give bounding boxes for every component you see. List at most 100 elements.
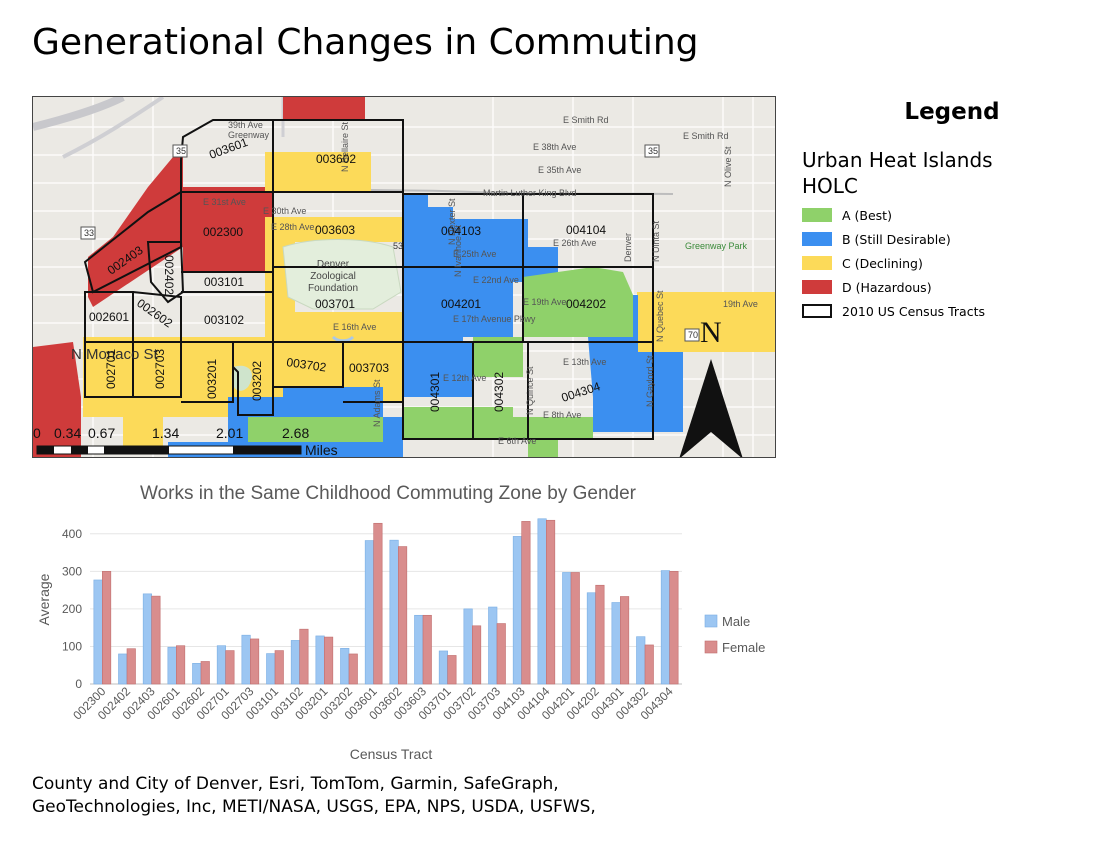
bar-female xyxy=(126,648,136,685)
street-label: N Gaylord St xyxy=(645,355,655,407)
tract-label: 002300 xyxy=(203,225,243,239)
tract-label: 004202 xyxy=(566,297,606,311)
svg-text:53: 53 xyxy=(393,241,403,251)
x-axis-title: Census Tract xyxy=(350,746,433,762)
bar-male xyxy=(266,653,276,685)
street-label: N Ivanhoe St xyxy=(453,224,463,277)
street-label: E 25th Ave xyxy=(453,249,496,259)
bar-female xyxy=(422,614,432,685)
source-line: GeoTechnologies, Inc, METI/NASA, USGS, E… xyxy=(32,797,596,817)
legend-label: B (Still Desirable) xyxy=(842,231,951,247)
svg-text:0: 0 xyxy=(33,425,41,441)
street-label: Greenway Park xyxy=(685,241,748,251)
svg-text:2.01: 2.01 xyxy=(216,425,243,441)
street-label: E 13th Ave xyxy=(563,357,606,367)
highway-shield-icon: 33 xyxy=(80,226,96,240)
zoo-label: Denver Zoological Foundation xyxy=(308,259,358,294)
street-label: E 22nd Ave xyxy=(473,275,519,285)
bar-female xyxy=(250,638,260,685)
swatch-outline xyxy=(802,304,832,318)
y-tick-label: 0 xyxy=(75,677,82,691)
legend-series-label: Male xyxy=(722,614,750,629)
bar-male xyxy=(340,648,350,685)
legend-label: A (Best) xyxy=(842,207,892,223)
y-tick-label: 400 xyxy=(62,527,82,541)
street-label: E 12th Ave xyxy=(443,373,486,383)
tract-label: 003102 xyxy=(204,313,244,327)
bar-female xyxy=(299,628,309,685)
bar-male xyxy=(537,518,547,685)
bar-male xyxy=(660,570,670,685)
svg-text:0.34: 0.34 xyxy=(54,425,81,441)
svg-text:Zoological: Zoological xyxy=(310,271,356,282)
tract-label: 004103 xyxy=(441,224,481,238)
bar-male xyxy=(216,645,226,685)
tract-label: 003702 xyxy=(286,355,328,374)
svg-text:N: N xyxy=(700,316,722,349)
street-label: N Quince St xyxy=(525,366,535,415)
tract-label: 003703 xyxy=(349,361,389,375)
bar-female xyxy=(447,655,457,685)
street-label: E 35th Ave xyxy=(538,165,581,175)
street-label: E 17th Avenue Pkwy xyxy=(453,314,536,324)
svg-text:Miles: Miles xyxy=(305,442,338,458)
bar-male xyxy=(364,540,374,685)
bar-male xyxy=(488,606,498,685)
bar-male xyxy=(118,653,128,685)
street-label: E 8th Ave xyxy=(543,410,581,420)
bar-female xyxy=(102,571,112,685)
street-label: E Smith Rd xyxy=(683,131,729,141)
scale-bar: 0 0.34 0.67 1.34 2.01 2.68 Miles xyxy=(33,425,338,458)
legend-group-uhi: Urban Heat Islands xyxy=(802,148,993,172)
bar-male xyxy=(142,593,152,685)
bar-male xyxy=(414,614,424,685)
y-tick-label: 200 xyxy=(62,602,82,616)
svg-text:70: 70 xyxy=(688,330,698,340)
bar-female xyxy=(669,571,679,685)
svg-text:Denver: Denver xyxy=(317,259,350,270)
y-tick-label: 300 xyxy=(62,564,82,578)
bar-chart: Works in the Same Childhood Commuting Zo… xyxy=(30,475,780,770)
tract-label: 003603 xyxy=(315,223,355,237)
legend-label: D (Hazardous) xyxy=(842,279,932,295)
legend-item-tracts: 2010 US Census Tracts xyxy=(802,299,1092,323)
street-label: E Smith Rd xyxy=(563,115,609,125)
source-credits: County and City of Denver, Esri, TomTom,… xyxy=(32,773,596,819)
bar-female xyxy=(151,595,161,685)
street-label: E 16th Ave xyxy=(333,322,376,332)
bar-male xyxy=(586,592,596,685)
street-label: N Adams St xyxy=(372,379,382,427)
map-frame[interactable]: 39th Ave Greenway E Smith Rd E Smith Rd … xyxy=(32,96,776,458)
y-axis-title: Average xyxy=(36,573,52,625)
tract-label: 002402 xyxy=(162,255,176,295)
street-label: N Bellaire St xyxy=(340,121,350,172)
tract-label: 003202 xyxy=(250,361,264,401)
y-tick-label: 100 xyxy=(62,639,82,653)
bar-female xyxy=(200,661,210,685)
street-label: Martin Luther King Blvd xyxy=(483,188,577,198)
tract-label: 002703 xyxy=(153,349,167,389)
swatch-yellow xyxy=(802,256,832,270)
legend-title: Legend xyxy=(904,99,1000,125)
street-label: Greenway xyxy=(228,130,270,140)
bar-male xyxy=(167,646,177,685)
legend-label: 2010 US Census Tracts xyxy=(842,303,985,319)
bar-female xyxy=(472,625,482,685)
svg-text:1.34: 1.34 xyxy=(152,425,179,441)
bar-male xyxy=(241,634,251,685)
map-legend: Legend Urban Heat Islands HOLC A (Best) … xyxy=(802,96,1092,323)
bar-female xyxy=(521,521,531,685)
svg-text:2.68: 2.68 xyxy=(282,425,309,441)
bar-male xyxy=(389,539,399,685)
bar-male xyxy=(512,536,522,685)
highway-shield-icon: 35 xyxy=(644,144,660,158)
svg-text:Foundation: Foundation xyxy=(308,283,358,294)
bar-female xyxy=(496,623,506,685)
legend-series-label: Female xyxy=(722,640,765,655)
street-label: E 28th Ave xyxy=(271,222,314,232)
tract-label: 004104 xyxy=(566,223,606,237)
svg-text:33: 33 xyxy=(84,228,94,238)
bar-female xyxy=(570,572,580,685)
tract-label: 003602 xyxy=(316,152,356,166)
legend-group-holc: HOLC xyxy=(802,174,858,198)
